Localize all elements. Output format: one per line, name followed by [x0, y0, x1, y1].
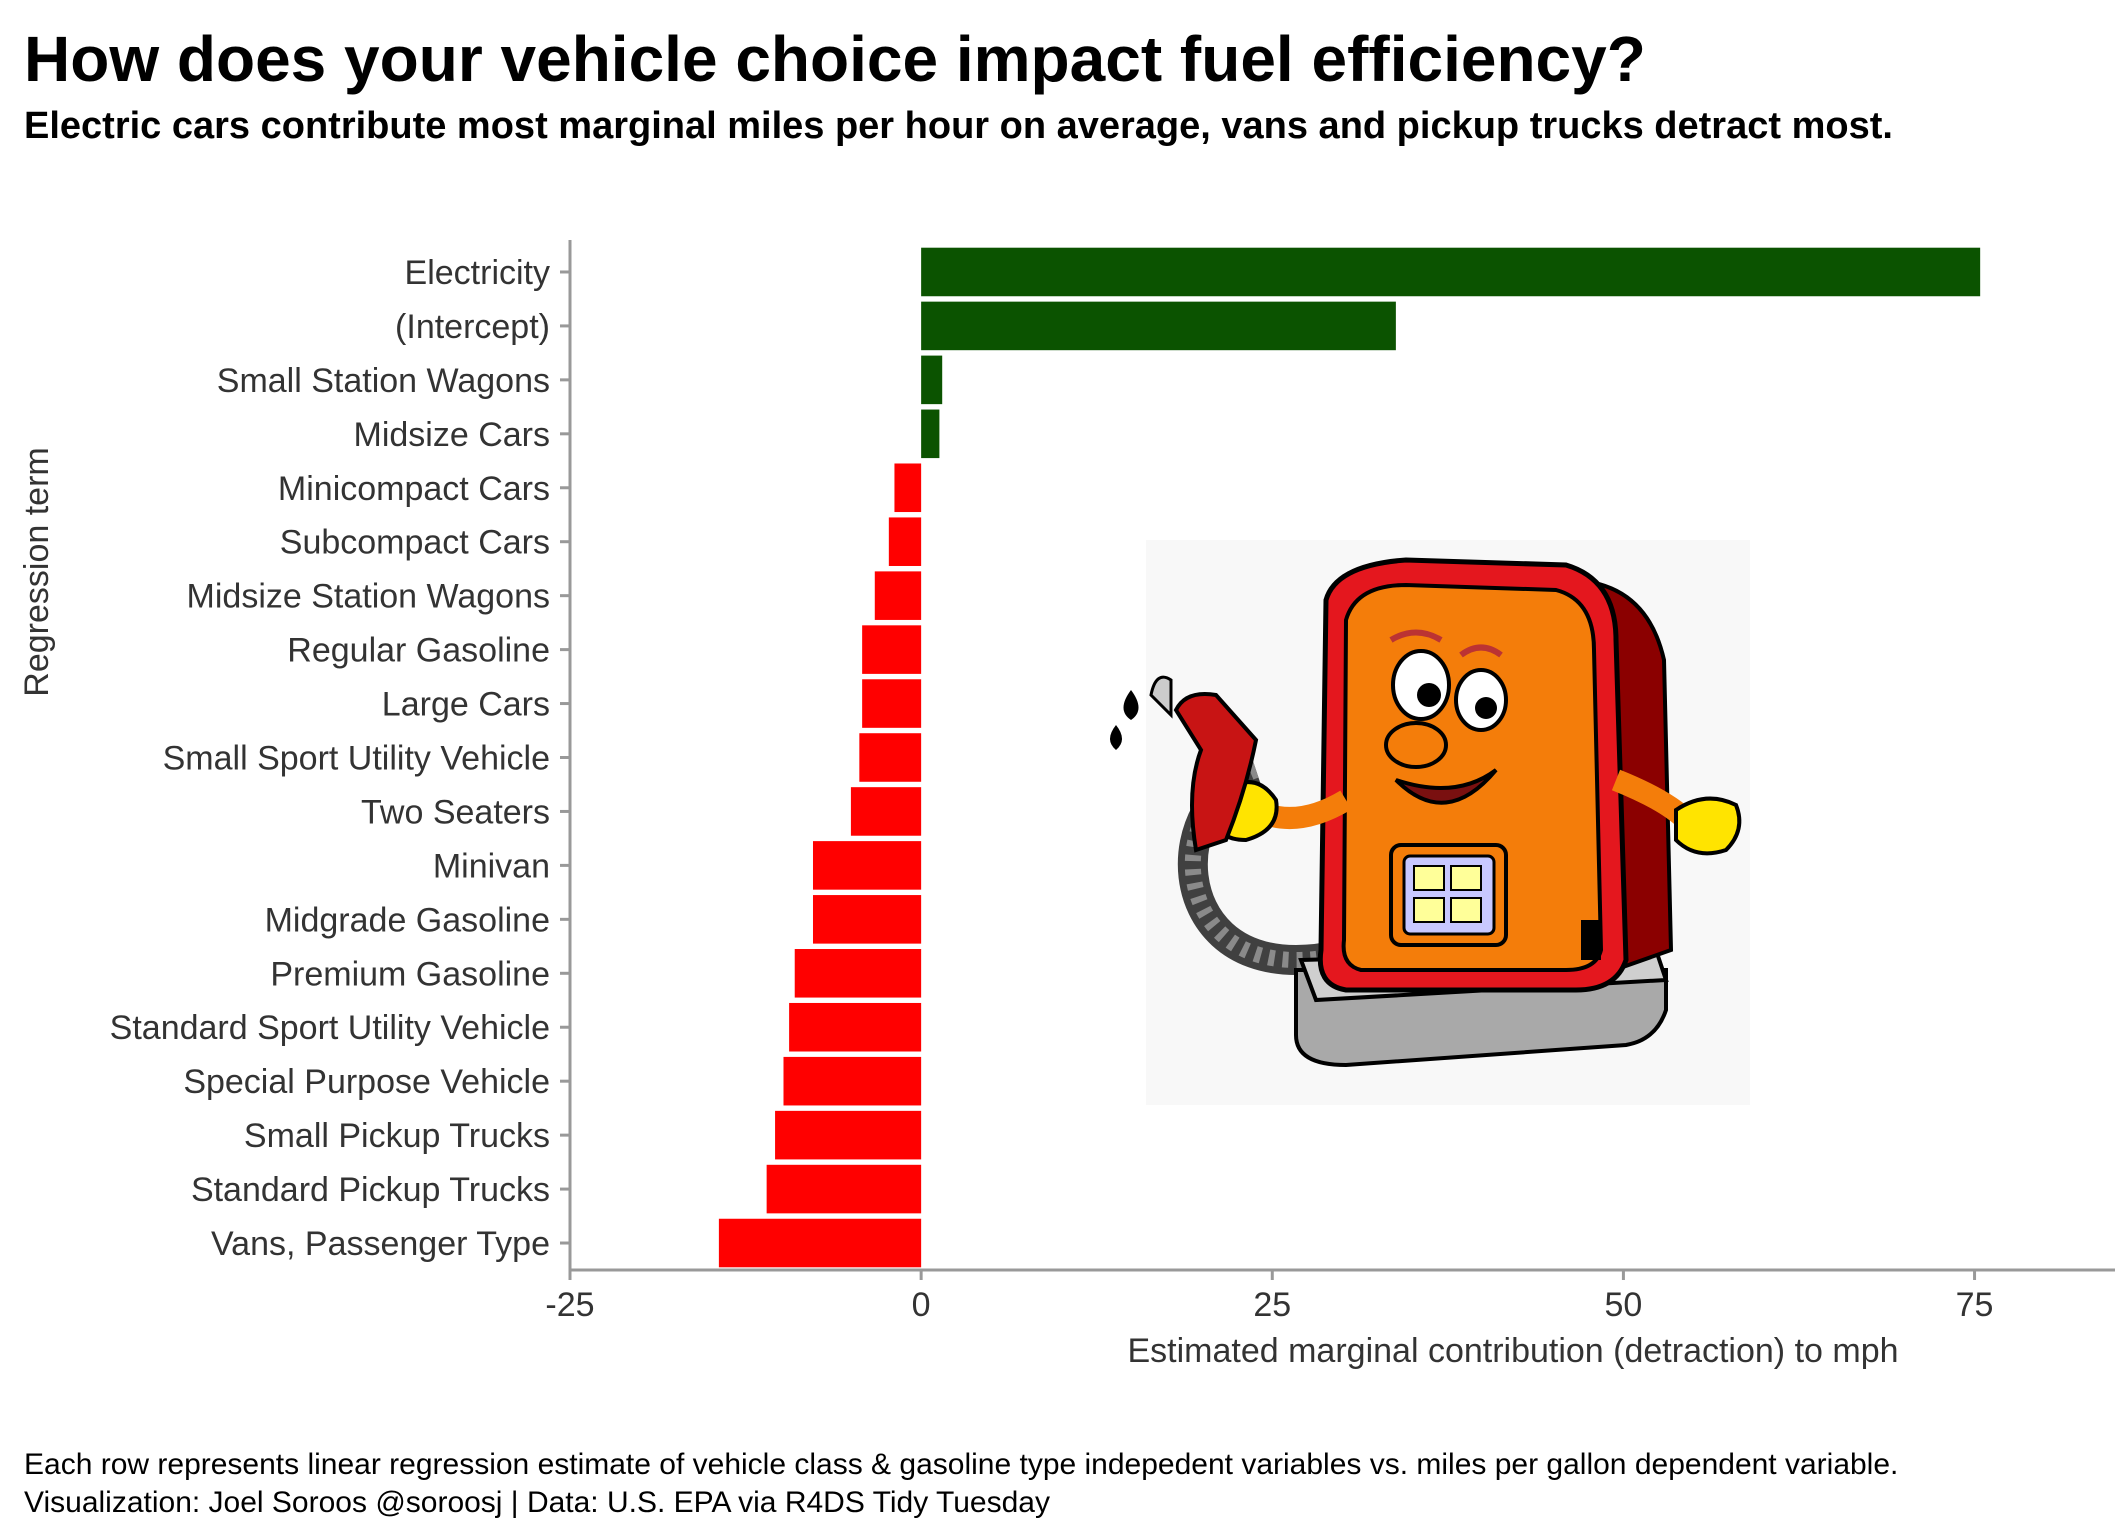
x-axis-label: Estimated marginal contribution (detract…: [1127, 1332, 1898, 1370]
y-tick-label-2: Small Station Wagons: [217, 362, 550, 400]
bar-15: [783, 1056, 922, 1106]
axes-group: [560, 240, 2115, 1280]
bar-10: [850, 787, 922, 836]
y-tick-label-12: Midgrade Gasoline: [265, 901, 550, 939]
y-tick-label-16: Small Pickup Trucks: [244, 1117, 550, 1155]
x-tick-label-1: 0: [912, 1286, 931, 1324]
bar-7: [862, 625, 922, 674]
y-tick-label-13: Premium Gasoline: [270, 955, 550, 993]
y-tick-label-14: Standard Sport Utility Vehicle: [110, 1009, 550, 1047]
y-tick-label-0: Electricity: [405, 254, 550, 292]
bars-group: [718, 247, 1981, 1268]
bar-17: [766, 1164, 922, 1214]
x-tick-label-4: 75: [1956, 1286, 1994, 1324]
x-tick-label-3: 50: [1604, 1286, 1642, 1324]
y-tick-label-1: (Intercept): [395, 308, 550, 346]
bar-1: [921, 301, 1396, 351]
chart-title: How does your vehicle choice impact fuel…: [24, 23, 1646, 95]
caption-line-1: Each row represents linear regression es…: [24, 1448, 1899, 1481]
bar-3: [921, 409, 940, 459]
y-tick-labels: Electricity (Intercept) Small Station Wago…: [110, 254, 550, 1263]
y-tick-label-15: Special Purpose Vehicle: [183, 1063, 550, 1101]
bar-9: [859, 733, 922, 782]
bar-13: [794, 949, 922, 998]
y-tick-label-6: Midsize Station Wagons: [187, 578, 550, 616]
bar-12: [812, 895, 922, 944]
bar-8: [862, 679, 922, 728]
y-tick-label-4: Minicompact Cars: [278, 470, 550, 508]
bar-11: [812, 841, 922, 890]
bar-6: [874, 571, 922, 620]
y-tick-label-9: Small Sport Utility Vehicle: [163, 740, 550, 778]
y-tick-label-8: Large Cars: [382, 686, 550, 724]
x-tick-label-0: -25: [545, 1286, 594, 1324]
bar-16: [775, 1110, 922, 1160]
y-tick-label-3: Midsize Cars: [354, 416, 550, 454]
y-tick-label-18: Vans, Passenger Type: [211, 1225, 550, 1263]
bar-4: [894, 463, 922, 513]
bar-0: [921, 247, 1981, 297]
bar-2: [921, 355, 943, 405]
x-tick-labels: -25 0 25 50 75: [545, 1286, 1993, 1324]
y-axis-label: Regression term: [18, 447, 56, 696]
y-tick-label-7: Regular Gasoline: [287, 632, 550, 670]
gas-pump-mascot-icon: [1110, 540, 1750, 1105]
bar-14: [789, 1002, 922, 1052]
bar-18: [718, 1218, 922, 1268]
x-tick-label-2: 25: [1253, 1286, 1291, 1324]
caption: Each row represents linear regression es…: [24, 1446, 1898, 1521]
y-tick-label-17: Standard Pickup Trucks: [191, 1171, 550, 1209]
caption-line-2: Visualization: Joel Soroos @soroosj | Da…: [24, 1485, 1050, 1519]
chart-subtitle: Electric cars contribute most marginal m…: [24, 105, 1893, 147]
y-tick-label-10: Two Seaters: [361, 793, 550, 831]
y-tick-label-11: Minivan: [433, 847, 550, 885]
y-tick-label-5: Subcompact Cars: [280, 524, 550, 562]
bar-5: [888, 517, 922, 566]
